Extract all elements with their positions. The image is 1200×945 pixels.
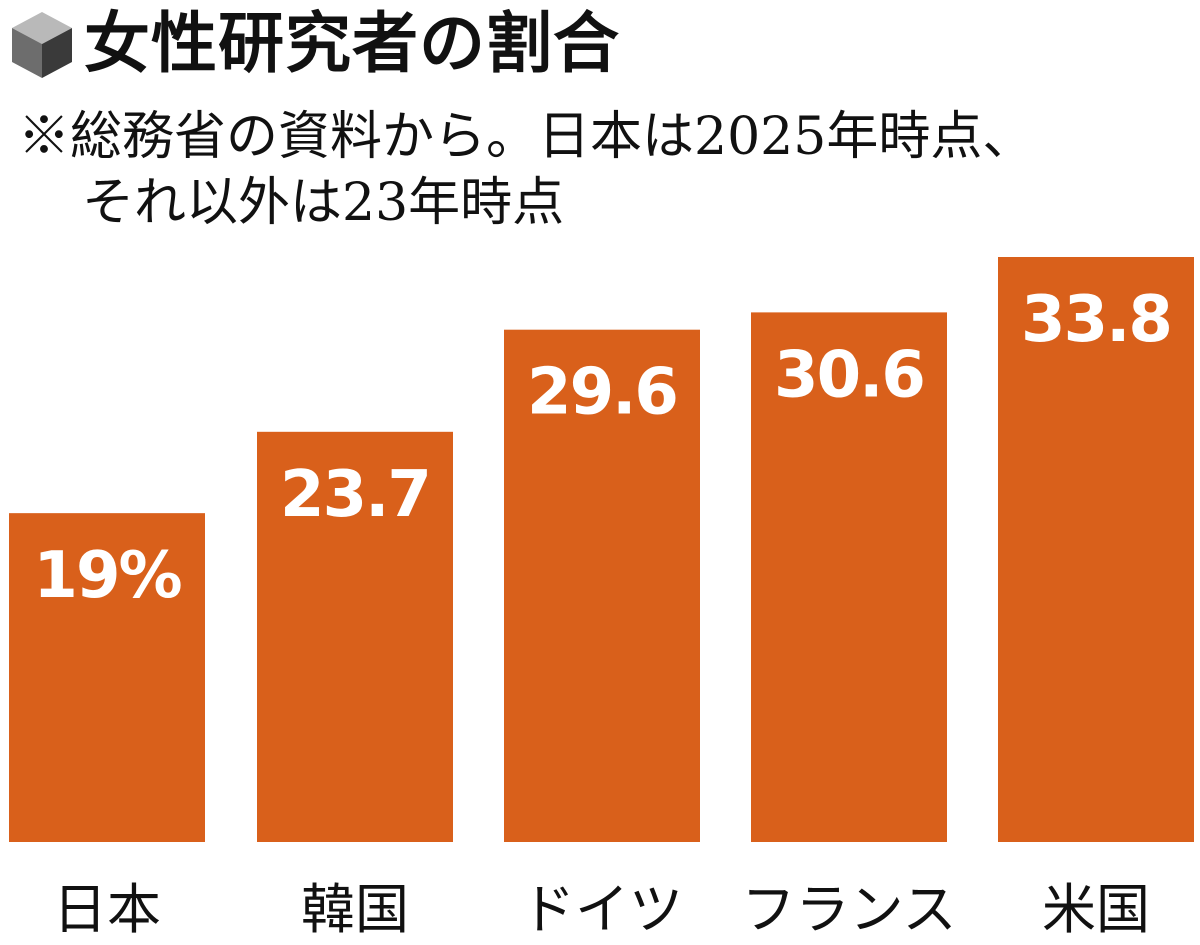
chart-note-line-1: ※総務省の資料から。日本は2025年時点、 [18,107,1035,167]
cube-icon [10,10,74,80]
bar-value-label-5: 33.8 [1021,283,1171,357]
bar-value-label-1: 19% [33,539,181,613]
category-label-3: ドイツ [521,878,683,941]
bar-4 [751,312,947,842]
bar-5 [998,257,1194,842]
category-label-2: 韓国 [301,878,409,941]
chart-title: 女性研究者の割合 [84,5,620,82]
bar-1 [9,513,205,842]
category-label-4: フランス [742,878,957,941]
bar-value-label-2: 23.7 [280,458,430,532]
bar-value-label-3: 29.6 [527,356,677,430]
category-label-1: 日本 [53,878,161,941]
chart-note: ※総務省の資料から。日本は2025年時点、 それ以外は23年時点 [18,104,1188,236]
bar-3 [504,329,700,842]
category-label-5: 米国 [1042,878,1150,941]
bar-value-label-4: 30.6 [774,338,924,412]
chart-note-line-2: それ以外は23年時点 [82,173,565,233]
bar-2 [257,431,453,842]
